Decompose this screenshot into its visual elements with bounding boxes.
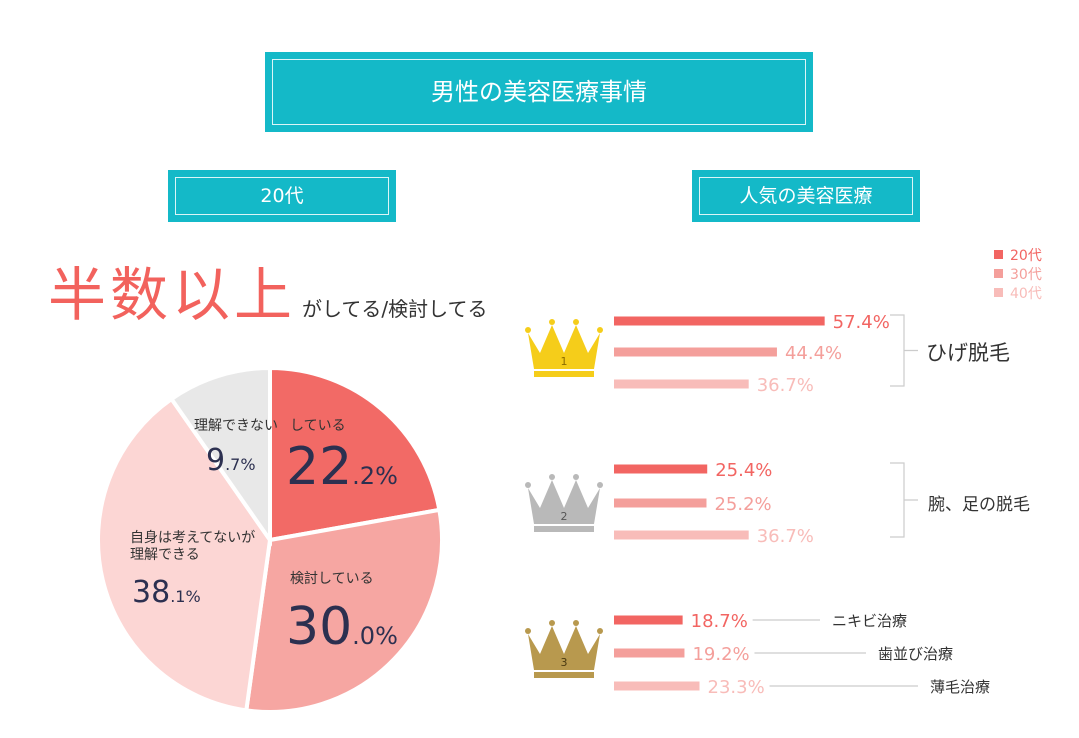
crown-jewel xyxy=(573,474,579,480)
crown-icon: 3 xyxy=(525,620,603,678)
pie-value-integer: 30 xyxy=(286,597,352,657)
pie-slice xyxy=(96,396,273,713)
bar xyxy=(614,464,708,474)
pie-value-integer: 38 xyxy=(132,575,170,610)
pie-slice-label: 検討している xyxy=(290,571,374,587)
popular-section-title-box: 人気の美容医療 xyxy=(692,170,920,222)
crown-body xyxy=(528,626,600,670)
pie-value-decimal: .0% xyxy=(352,622,398,650)
pie-slice-value: 22.2% xyxy=(286,437,398,497)
crown-icon: 1 xyxy=(525,319,603,377)
pie-slice-label: 理解できる xyxy=(130,547,200,563)
age-section-title-box: 20代 xyxy=(168,170,396,222)
legend-label: 40代 xyxy=(1010,286,1042,302)
headline-big: 半数以上 xyxy=(48,261,297,329)
crown-jewel xyxy=(597,628,603,634)
bar-value-label: 44.4% xyxy=(785,343,842,364)
legend-swatch xyxy=(994,269,1003,278)
category-label: ニキビ治療 xyxy=(832,612,907,630)
bracket-line xyxy=(890,314,918,387)
crown-base xyxy=(534,371,594,377)
crown-jewel xyxy=(597,327,603,333)
pie-slice xyxy=(168,365,272,547)
headline-small: がしてる/検討してる xyxy=(302,297,488,321)
pie-slice-label: している xyxy=(290,418,346,434)
crown-jewel xyxy=(525,628,531,634)
bar xyxy=(614,498,707,508)
bar xyxy=(614,615,683,625)
crown-rank-number: 2 xyxy=(561,510,568,523)
bar-value-label: 36.7% xyxy=(757,375,814,396)
bar-value-label: 18.7% xyxy=(691,611,748,632)
pie-value-decimal: .1% xyxy=(170,587,200,606)
age-section-title: 20代 xyxy=(260,185,304,207)
bar-value-label: 57.4% xyxy=(833,312,890,333)
bar xyxy=(614,648,685,658)
crown-jewel xyxy=(573,620,579,626)
crown-rank-number: 1 xyxy=(561,355,568,368)
pie-value-integer: 22 xyxy=(286,437,352,497)
crown-jewel xyxy=(573,319,579,325)
ranking-bar-chart: 20代 30代 40代 1 2 3 57.4% 44.4% 36.7% ひげ脱毛 25.4% 25.2… xyxy=(525,248,1042,698)
pie-slice-value: 30.0% xyxy=(286,597,398,657)
crown-jewel xyxy=(597,482,603,488)
legend-label: 20代 xyxy=(1010,248,1042,264)
crown-jewel xyxy=(549,319,555,325)
crown-base xyxy=(534,672,594,678)
crown-icon: 2 xyxy=(525,474,603,532)
bar xyxy=(614,530,749,540)
main-title-box: 男性の美容医療事情 xyxy=(265,52,813,132)
bar-value-label: 23.3% xyxy=(708,677,765,698)
pie-value-integer: 9 xyxy=(206,443,225,478)
pie-slice xyxy=(268,365,442,543)
crown-jewel xyxy=(549,474,555,480)
pie-value-decimal: .2% xyxy=(352,462,398,490)
crown-body xyxy=(528,325,600,369)
pie-value-decimal: .7% xyxy=(225,455,255,474)
crown-rank-number: 3 xyxy=(561,656,568,669)
category-label: 薄毛治療 xyxy=(930,678,990,696)
crown-body xyxy=(528,480,600,524)
crown-jewel xyxy=(525,327,531,333)
bar-value-label: 19.2% xyxy=(692,644,749,665)
bar-value-label: 25.2% xyxy=(714,494,771,515)
bracket-line xyxy=(890,462,918,538)
popular-section-title: 人気の美容医療 xyxy=(739,185,873,207)
pie-slice xyxy=(244,507,444,714)
legend-swatch xyxy=(994,288,1003,297)
legend-swatch xyxy=(994,250,1003,259)
category-label: 歯並び治療 xyxy=(878,645,953,663)
crown-jewel xyxy=(549,620,555,626)
crown-jewel xyxy=(525,482,531,488)
bar xyxy=(614,681,700,691)
legend-label: 30代 xyxy=(1010,267,1042,283)
bar xyxy=(614,379,749,389)
bar xyxy=(614,347,777,357)
main-title: 男性の美容医療事情 xyxy=(431,78,647,106)
pie-slice-label: 自身は考えてないが xyxy=(130,530,255,546)
category-label: 腕、足の脱毛 xyxy=(928,495,1030,515)
pie-slice-label: 理解できない xyxy=(194,418,278,434)
bar-value-label: 25.4% xyxy=(715,460,772,481)
crown-base xyxy=(534,526,594,532)
pie-slice-value: 9.7% xyxy=(206,443,256,478)
category-label: ひげ脱毛 xyxy=(926,341,1010,365)
bar xyxy=(614,316,825,326)
pie-slice-value: 38.1% xyxy=(132,575,201,610)
bar-value-label: 36.7% xyxy=(757,526,814,547)
